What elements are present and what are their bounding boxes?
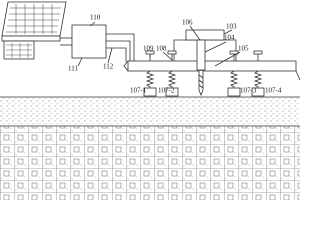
soil-surface (0, 97, 300, 126)
label: 109 (143, 45, 154, 53)
label: 107-3 (240, 87, 257, 95)
diagram: 110 111 112 103 106 104 109 108 105 107-… (0, 1, 300, 200)
label: 111 (68, 65, 78, 73)
label: 108 (156, 45, 167, 53)
label: 103 (226, 23, 237, 31)
platform-end (123, 60, 129, 72)
label: 104 (224, 34, 235, 42)
label: 107-4 (265, 87, 282, 95)
frame-top (185, 29, 225, 41)
laptop (1, 1, 67, 60)
label: 105 (238, 45, 249, 53)
label: 107-2 (158, 87, 175, 95)
platform (127, 60, 297, 72)
label: 110 (90, 14, 101, 22)
subsoil-grid (0, 126, 300, 200)
feet (143, 87, 265, 97)
probe-thread (198, 74, 204, 89)
control-box (71, 24, 107, 59)
label: 112 (103, 63, 114, 71)
leaders (77, 21, 241, 67)
label: 107-1 (130, 87, 147, 95)
probe-body (196, 39, 206, 71)
wires (106, 33, 135, 62)
platform-arm (295, 70, 300, 81)
label: 106 (182, 19, 193, 27)
